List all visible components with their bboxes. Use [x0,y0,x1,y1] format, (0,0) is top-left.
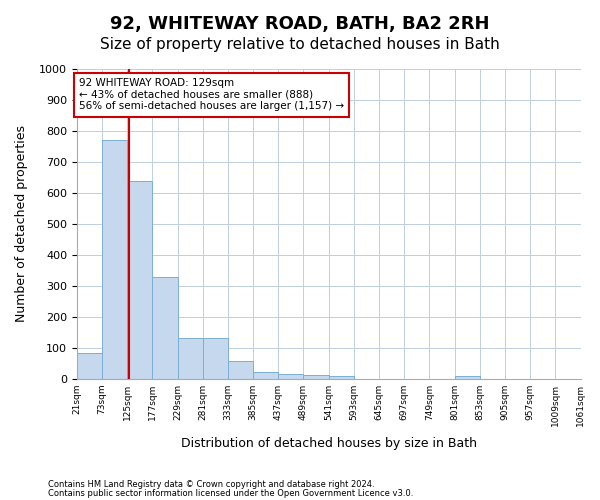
Bar [329,376,354,379]
X-axis label: Distribution of detached houses by size in Bath: Distribution of detached houses by size … [181,437,476,450]
Text: Contains public sector information licensed under the Open Government Licence v3: Contains public sector information licen… [48,488,413,498]
Text: 92 WHITEWAY ROAD: 129sqm
← 43% of detached houses are smaller (888)
56% of semi-: 92 WHITEWAY ROAD: 129sqm ← 43% of detach… [79,78,344,112]
Bar [203,338,228,379]
Bar [102,140,127,379]
Y-axis label: Number of detached properties: Number of detached properties [15,126,28,322]
Bar [178,338,203,379]
Bar [278,374,304,379]
Bar [253,372,278,379]
Text: Contains HM Land Registry data © Crown copyright and database right 2024.: Contains HM Land Registry data © Crown c… [48,480,374,489]
Bar [228,361,253,379]
Text: 92, WHITEWAY ROAD, BATH, BA2 2RH: 92, WHITEWAY ROAD, BATH, BA2 2RH [110,15,490,33]
Bar [455,376,480,379]
Bar [304,375,329,379]
Bar [127,180,152,379]
Bar [152,276,178,379]
Bar [77,354,102,379]
Text: Size of property relative to detached houses in Bath: Size of property relative to detached ho… [100,38,500,52]
